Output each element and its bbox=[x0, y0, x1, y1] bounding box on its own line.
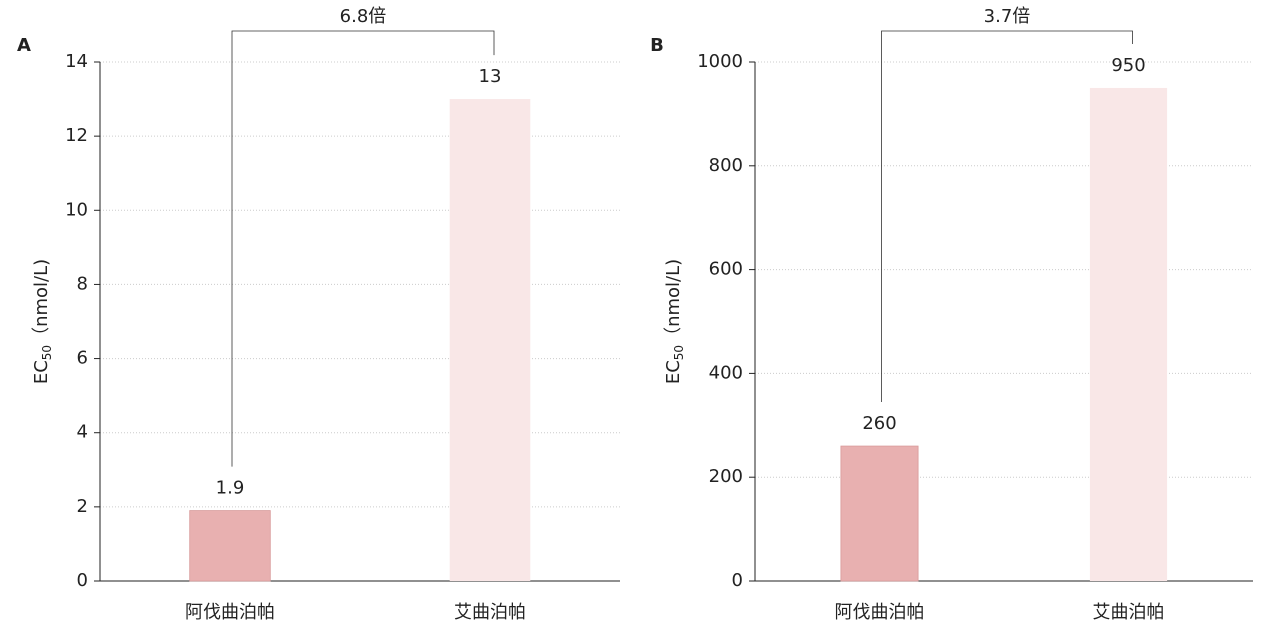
y-axis-label: EC50（nmol/L) bbox=[663, 259, 686, 384]
y-label-unit: （nmol/L) bbox=[663, 259, 684, 345]
bar bbox=[189, 510, 271, 582]
value-label: 1.9 bbox=[216, 478, 245, 499]
x-tick-label: 艾曲泊帕 bbox=[454, 602, 526, 623]
bar bbox=[840, 445, 919, 582]
bracket bbox=[881, 30, 1133, 403]
bar bbox=[1089, 87, 1168, 581]
panel-label: A bbox=[17, 35, 31, 56]
y-tick-label: 1000 bbox=[697, 51, 743, 72]
value-label: 950 bbox=[1111, 55, 1145, 76]
value-label: 260 bbox=[862, 413, 896, 434]
y-tick-label: 0 bbox=[77, 570, 88, 591]
y-label-unit: （nmol/L) bbox=[31, 259, 52, 345]
y-tick-label: 600 bbox=[709, 259, 743, 280]
x-tick-label: 阿伐曲泊帕 bbox=[835, 602, 925, 623]
y-tick-label: 6 bbox=[77, 348, 88, 369]
y-tick-label: 8 bbox=[77, 273, 88, 294]
y-axis-label: EC50（nmol/L) bbox=[31, 259, 54, 384]
value-label: 13 bbox=[479, 66, 502, 87]
y-label-main: EC bbox=[663, 360, 684, 384]
y-tick-label: 0 bbox=[732, 570, 743, 591]
x-tick-label: 阿伐曲泊帕 bbox=[185, 602, 275, 623]
y-tick-label: 4 bbox=[77, 422, 88, 443]
annotation: 3.7倍 bbox=[984, 6, 1031, 27]
y-tick-label: 14 bbox=[65, 51, 88, 72]
y-tick-label: 12 bbox=[65, 125, 88, 146]
y-tick-label: 200 bbox=[709, 466, 743, 487]
annotation: 6.8倍 bbox=[340, 6, 387, 27]
y-tick-label: 400 bbox=[709, 362, 743, 383]
bar bbox=[449, 99, 531, 582]
y-label-sub: 50 bbox=[672, 345, 686, 360]
y-label-sub: 50 bbox=[40, 345, 54, 360]
x-tick-label: 艾曲泊帕 bbox=[1093, 602, 1165, 623]
y-tick-label: 2 bbox=[77, 496, 88, 517]
panel-label: B bbox=[650, 35, 664, 56]
y-tick-label: 800 bbox=[709, 155, 743, 176]
y-tick-label: 10 bbox=[65, 199, 88, 220]
bracket bbox=[231, 30, 495, 467]
y-label-main: EC bbox=[31, 360, 52, 384]
